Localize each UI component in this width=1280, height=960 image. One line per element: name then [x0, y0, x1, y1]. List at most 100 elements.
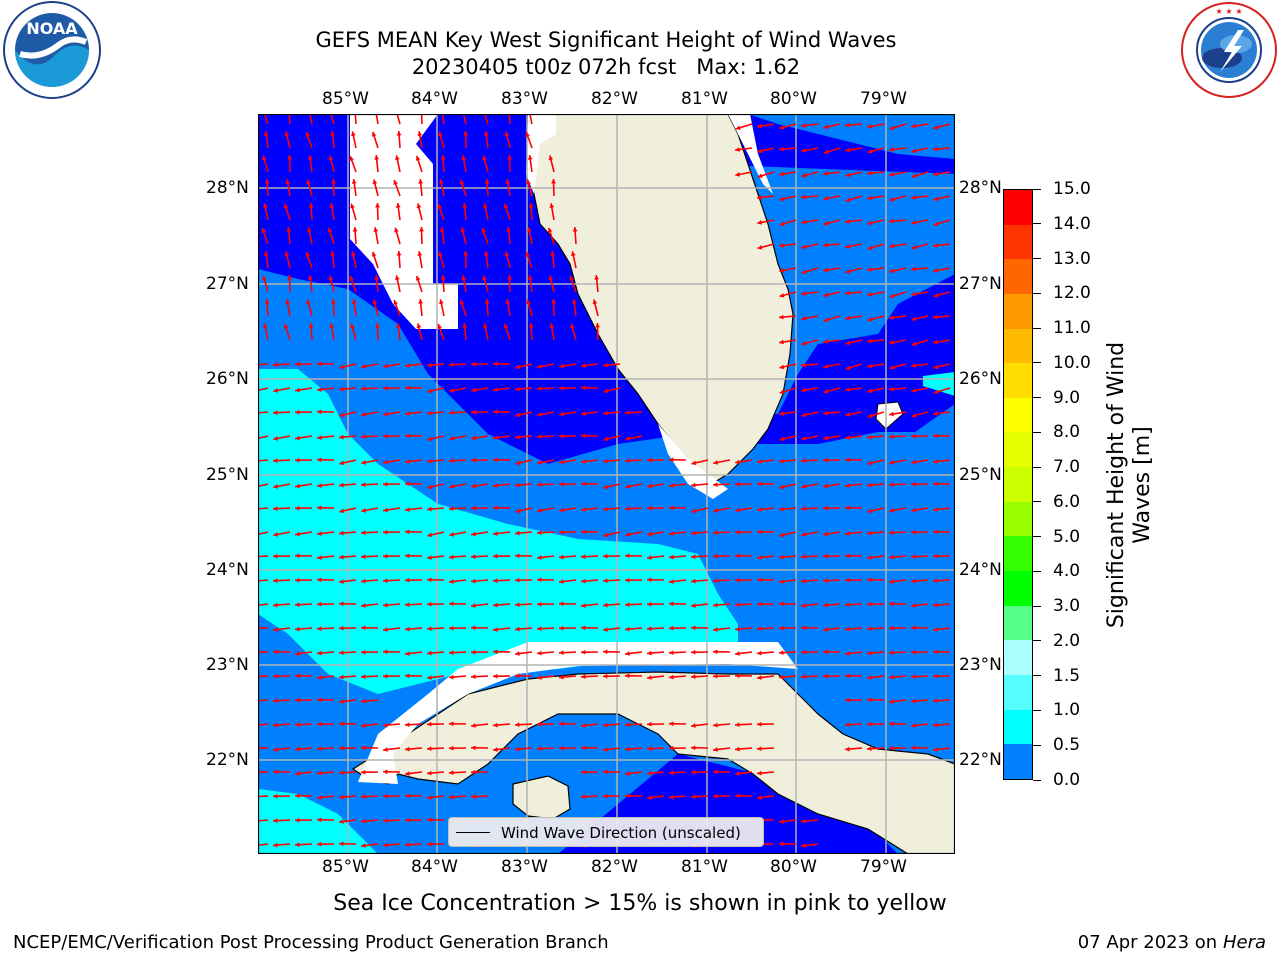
wind-wave-arrow — [360, 554, 379, 560]
colorbar-segment — [1004, 224, 1032, 260]
wind-wave-arrow — [778, 554, 797, 560]
wind-wave-arrow — [470, 769, 489, 775]
wind-wave-arrow — [845, 243, 863, 249]
wind-wave-arrow — [690, 530, 709, 536]
land-cuba — [351, 671, 955, 854]
colorbar-tick-label: 2.0 — [1053, 630, 1081, 651]
wind-wave-arrow — [526, 299, 533, 317]
wind-wave-arrow — [888, 601, 907, 607]
colorbar-segment — [1004, 571, 1032, 606]
wind-wave-arrow — [481, 227, 489, 245]
wind-wave-arrow — [537, 363, 555, 369]
lat-label-left-26: 26°N — [206, 369, 249, 389]
colorbar-segment — [1004, 605, 1032, 641]
wind-wave-arrow — [307, 155, 313, 173]
wind-wave-arrow — [779, 435, 797, 442]
wind-wave-arrow — [668, 650, 687, 656]
wind-wave-arrow — [258, 747, 269, 749]
wind-wave-arrow — [349, 275, 357, 293]
wind-wave-arrow — [844, 746, 863, 752]
wind-wave-arrow — [734, 602, 753, 608]
colorbar-tick-mark — [1033, 362, 1041, 364]
lat-label-right-27: 27°N — [959, 274, 1002, 294]
wind-wave-arrow — [528, 202, 534, 221]
wind-wave-arrow — [415, 275, 423, 293]
wind-wave-arrow — [507, 154, 512, 173]
wind-wave-arrow — [537, 411, 555, 417]
wind-wave-arrow — [844, 722, 863, 728]
wind-wave-arrow — [527, 227, 533, 245]
wind-wave-arrow — [405, 771, 423, 776]
wind-wave-arrow — [263, 251, 269, 269]
lon-label-top-84: 84°W — [411, 89, 458, 109]
wind-wave-arrow — [504, 251, 511, 269]
colorbar-tick-label: 12.0 — [1053, 283, 1091, 304]
wind-wave-arrow — [263, 203, 269, 221]
wind-wave-arrow — [845, 363, 863, 370]
colorbar-tick-mark — [1033, 466, 1041, 468]
wind-wave-arrow — [779, 819, 797, 824]
wind-wave-arrow — [889, 195, 907, 202]
ocean-band-1.0-1.5 — [258, 369, 738, 694]
wind-wave-arrow — [492, 649, 511, 655]
wind-wave-arrow — [462, 114, 467, 125]
wind-wave-arrow — [580, 481, 599, 487]
wind-wave-arrow — [295, 387, 313, 393]
colorbar-tick-label: 9.0 — [1053, 387, 1081, 408]
wind-wave-arrow — [625, 483, 643, 489]
wind-wave-arrow — [866, 482, 885, 488]
wind-wave-arrow — [493, 387, 511, 392]
wind-wave-arrow — [331, 298, 336, 317]
wind-wave-arrow — [888, 530, 907, 536]
wind-wave-arrow — [911, 123, 929, 129]
colorbar-tick-mark — [1033, 675, 1041, 677]
wind-wave-arrow — [316, 601, 335, 607]
wind-wave-arrow — [273, 747, 291, 752]
wind-wave-arrow — [910, 529, 929, 535]
wind-wave-arrow — [316, 626, 335, 632]
lon-label-top-79: 79°W — [860, 89, 907, 109]
wind-wave-arrow — [492, 602, 511, 608]
wind-wave-arrow — [581, 411, 599, 416]
nws-logo: ★ ★ ★ — [1181, 2, 1277, 98]
wind-wave-arrow — [580, 554, 599, 560]
wind-wave-arrow — [559, 411, 577, 417]
wind-wave-arrow — [263, 131, 269, 149]
wind-wave-arrow — [527, 155, 533, 173]
wind-wave-arrow — [272, 673, 291, 679]
wind-wave-arrow — [624, 458, 643, 464]
wind-wave-arrow — [536, 626, 555, 632]
wind-wave-arrow — [625, 435, 643, 441]
wind-wave-arrow — [449, 579, 467, 584]
wind-wave-arrow — [845, 387, 863, 392]
wind-wave-arrow — [316, 746, 335, 752]
wind-wave-arrow — [294, 842, 313, 848]
wind-wave-arrow — [514, 746, 533, 752]
wind-wave-arrow — [416, 323, 423, 341]
wind-wave-arrow — [383, 459, 401, 465]
masked-coast-cuba — [358, 642, 798, 784]
noaa-logo-text: NOAA — [26, 19, 78, 38]
wind-wave-arrow — [800, 674, 819, 680]
lat-label-right-22: 22°N — [959, 750, 1002, 770]
wind-wave-arrow — [712, 553, 731, 559]
wind-wave-arrow — [448, 674, 467, 680]
wind-wave-arrow — [889, 123, 907, 130]
wind-wave-arrow — [272, 698, 291, 704]
wind-wave-arrow — [352, 226, 358, 245]
colorbar-tick-label: 14.0 — [1053, 213, 1091, 234]
wind-wave-arrow — [471, 531, 489, 537]
wind-wave-arrow — [330, 131, 336, 149]
wind-wave-arrow — [756, 481, 775, 487]
wind-wave-arrow — [888, 386, 907, 392]
wind-wave-arrow — [779, 243, 797, 248]
wind-wave-arrow — [258, 387, 269, 392]
wind-wave-arrow — [427, 675, 445, 680]
wind-wave-arrow — [559, 579, 577, 584]
wind-wave-arrow — [339, 819, 357, 824]
lon-label-top-80: 80°W — [770, 89, 817, 109]
wind-wave-arrow — [845, 411, 863, 417]
lat-label-right-25: 25°N — [959, 465, 1002, 485]
wind-wave-arrow — [483, 114, 489, 125]
wind-wave-arrow — [735, 507, 753, 513]
